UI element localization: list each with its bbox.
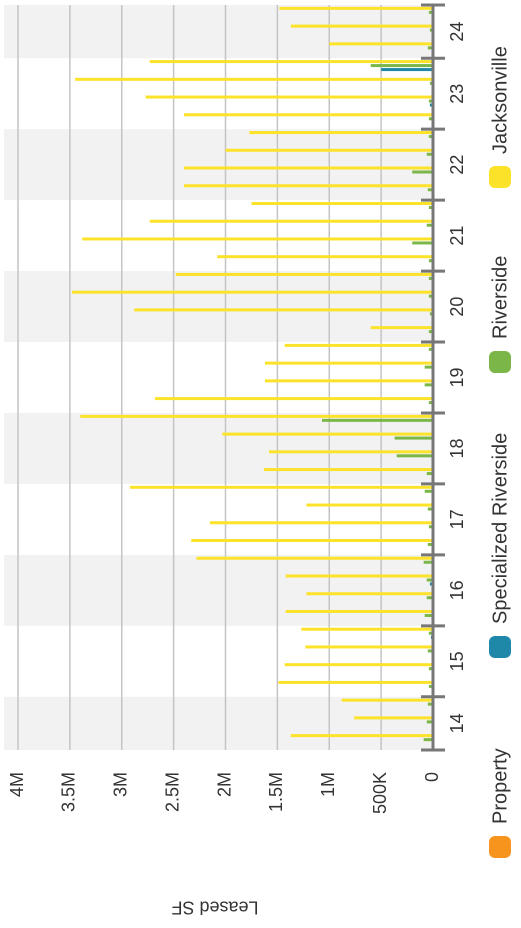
- bar: [225, 148, 433, 152]
- bar: [341, 698, 434, 702]
- bar: [424, 383, 434, 387]
- bar: [154, 397, 433, 401]
- bar: [249, 131, 433, 135]
- bar: [130, 485, 434, 489]
- bar: [285, 609, 433, 613]
- bar: [82, 237, 433, 241]
- bar: [279, 6, 434, 10]
- y-tick-label: 3M: [111, 772, 131, 797]
- x-tick-label: 17: [447, 509, 467, 529]
- y-tick-label: 1M: [318, 772, 338, 797]
- y-tick-label: 2M: [214, 772, 234, 797]
- band: [4, 5, 433, 59]
- bar: [251, 201, 433, 205]
- bar: [370, 326, 433, 330]
- x-tick-label: 15: [447, 651, 467, 671]
- y-tick-label: 3.5M: [59, 772, 79, 812]
- bar: [184, 113, 433, 117]
- bar: [278, 680, 433, 684]
- bar: [329, 42, 433, 46]
- band: [4, 696, 433, 750]
- legend-swatch: [489, 351, 511, 373]
- x-tick-label: 20: [447, 297, 467, 317]
- x-tick-label: 16: [447, 580, 467, 600]
- y-tick-label: 500K: [370, 772, 390, 814]
- y-tick-label: 0: [422, 772, 442, 782]
- x-tick-label: 18: [447, 438, 467, 458]
- bar: [71, 290, 433, 294]
- bar: [284, 663, 434, 667]
- legend-swatch: [489, 836, 511, 858]
- bar: [264, 379, 433, 383]
- bar: [290, 24, 433, 28]
- bar: [426, 720, 433, 724]
- bar: [394, 436, 433, 440]
- bar: [305, 645, 434, 649]
- band: [4, 412, 433, 484]
- bar: [80, 414, 433, 418]
- bar: [290, 734, 433, 738]
- bar: [209, 521, 433, 525]
- x-tick-label: 22: [447, 155, 467, 175]
- legend-label: Jacksonville: [489, 46, 511, 154]
- bar: [426, 578, 433, 582]
- x-tick-label: 24: [447, 22, 467, 42]
- bar: [149, 60, 433, 64]
- bar: [423, 560, 434, 564]
- band: [4, 129, 433, 201]
- band: [4, 554, 433, 626]
- bar: [381, 68, 433, 72]
- bar: [370, 64, 433, 68]
- bar: [424, 613, 434, 617]
- bar: [426, 596, 433, 600]
- x-tick-label: 14: [447, 713, 467, 733]
- bar: [426, 472, 433, 476]
- bar: [75, 77, 433, 81]
- y-tick-label: 4M: [7, 772, 27, 797]
- band: [4, 271, 433, 343]
- bar: [301, 627, 433, 631]
- bar: [175, 272, 433, 276]
- plot-background: [4, 5, 433, 750]
- bar: [306, 503, 433, 507]
- bar: [184, 184, 433, 188]
- bar: [145, 95, 434, 99]
- bar: [285, 574, 433, 578]
- bar: [149, 219, 433, 223]
- bar: [354, 716, 433, 720]
- bar: [306, 592, 433, 596]
- bar: [284, 343, 434, 347]
- bar: [424, 489, 434, 493]
- y-tick-label: 1.5M: [266, 772, 286, 812]
- bar: [423, 738, 434, 742]
- legend-label: Specialized Riverside: [489, 433, 511, 624]
- legend-label: Riverside: [489, 256, 511, 339]
- y-axis-title: Leased SF: [171, 897, 258, 917]
- bar: [263, 468, 434, 472]
- x-tick-label: 19: [447, 367, 467, 387]
- bar: [321, 418, 433, 422]
- bar: [396, 454, 433, 458]
- bar: [196, 556, 433, 560]
- bar: [222, 432, 433, 436]
- legend-swatch: [489, 636, 511, 658]
- x-tick-label: 23: [447, 84, 467, 104]
- bar: [412, 241, 433, 245]
- bar: [426, 152, 433, 156]
- legend-swatch: [489, 166, 511, 188]
- legend-label: Property: [489, 748, 511, 824]
- bar: [184, 166, 433, 170]
- bar: [424, 365, 434, 369]
- y-tick-label: 2.5M: [162, 772, 182, 812]
- bar: [264, 361, 433, 365]
- bar: [269, 450, 434, 454]
- bar: [191, 539, 433, 543]
- x-tick-label: 21: [447, 226, 467, 246]
- bar: [412, 170, 433, 174]
- bar: [217, 255, 433, 259]
- bar: [426, 223, 433, 227]
- bar: [134, 308, 433, 312]
